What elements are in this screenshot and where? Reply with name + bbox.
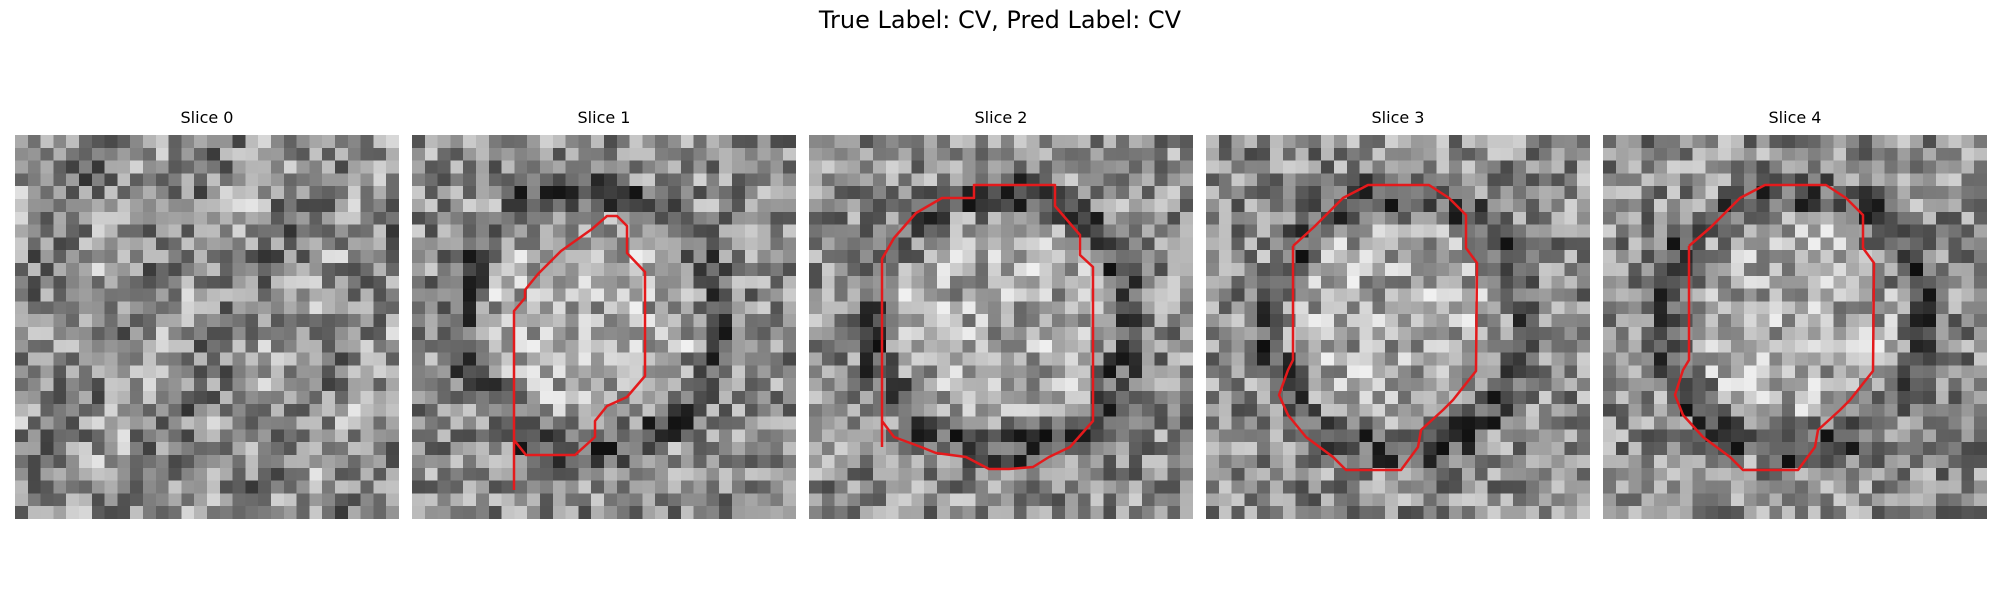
slice-title: Slice 3	[1371, 108, 1425, 127]
outline-path	[880, 183, 1095, 471]
slice-title: Slice 1	[577, 108, 631, 127]
slice-image	[1206, 135, 1590, 519]
segmentation-outline	[512, 214, 647, 490]
slice-title: Slice 0	[180, 108, 234, 127]
figure-title: True Label: CV, Pred Label: CV	[818, 6, 1182, 34]
outline-path	[1277, 183, 1479, 472]
outline-path	[512, 214, 647, 490]
slice-image	[15, 135, 399, 519]
slice-title: Slice 4	[1768, 108, 1822, 127]
slice-image	[412, 135, 796, 519]
segmentation-outline	[1673, 183, 1876, 472]
segmentation-outline	[880, 183, 1095, 471]
segmentation-outline	[1277, 183, 1479, 472]
outline-path	[1673, 183, 1876, 472]
slice-image	[1603, 135, 1987, 519]
slice-title: Slice 2	[974, 108, 1028, 127]
slice-image	[809, 135, 1193, 519]
